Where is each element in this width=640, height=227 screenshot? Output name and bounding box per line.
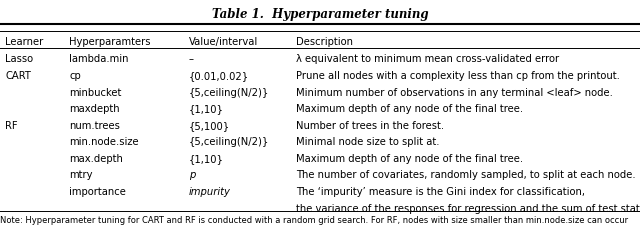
Text: Note: Hyperparameter tuning for CART and RF is conducted with a random grid sear: Note: Hyperparameter tuning for CART and… <box>0 216 628 225</box>
Text: –: – <box>189 54 194 64</box>
Text: CART: CART <box>5 71 31 81</box>
Text: maxdepth: maxdepth <box>69 104 120 114</box>
Text: Description: Description <box>296 37 353 47</box>
Text: Lasso: Lasso <box>5 54 33 64</box>
Text: λ equivalent to minimum mean cross-validated error: λ equivalent to minimum mean cross-valid… <box>296 54 559 64</box>
Text: Minimum number of observations in any terminal <leaf> node.: Minimum number of observations in any te… <box>296 88 613 98</box>
Text: impurity: impurity <box>189 187 230 197</box>
Text: p: p <box>189 170 195 180</box>
Text: Minimal node size to split at.: Minimal node size to split at. <box>296 137 440 147</box>
Text: The ‘impurity’ measure is the Gini index for classification,: The ‘impurity’ measure is the Gini index… <box>296 187 586 197</box>
Text: {5,100}: {5,100} <box>189 121 230 131</box>
Text: the variance of the responses for regression and the sum of test statistics.: the variance of the responses for regres… <box>296 204 640 214</box>
Text: mtry: mtry <box>69 170 93 180</box>
Text: max.depth: max.depth <box>69 154 123 164</box>
Text: {5,ceiling(N/2)}: {5,ceiling(N/2)} <box>189 137 269 147</box>
Text: min.node.size: min.node.size <box>69 137 139 147</box>
Text: {0.01,0.02}: {0.01,0.02} <box>189 71 249 81</box>
Text: {1,10}: {1,10} <box>189 154 224 164</box>
Text: Prune all nodes with a complexity less than cp from the printout.: Prune all nodes with a complexity less t… <box>296 71 620 81</box>
Text: Number of trees in the forest.: Number of trees in the forest. <box>296 121 444 131</box>
Text: minbucket: minbucket <box>69 88 122 98</box>
Text: The number of covariates, randomly sampled, to split at each node.: The number of covariates, randomly sampl… <box>296 170 636 180</box>
Text: lambda.min: lambda.min <box>69 54 129 64</box>
Text: Table 1.  Hyperparameter tuning: Table 1. Hyperparameter tuning <box>212 8 428 21</box>
Text: Maximum depth of any node of the final tree.: Maximum depth of any node of the final t… <box>296 154 524 164</box>
Text: importance: importance <box>69 187 126 197</box>
Text: RF: RF <box>5 121 18 131</box>
Text: Maximum depth of any node of the final tree.: Maximum depth of any node of the final t… <box>296 104 524 114</box>
Text: Hyperparamters: Hyperparamters <box>69 37 150 47</box>
Text: Value/interval: Value/interval <box>189 37 258 47</box>
Text: num.trees: num.trees <box>69 121 120 131</box>
Text: {5,ceiling(N/2)}: {5,ceiling(N/2)} <box>189 88 269 98</box>
Text: cp: cp <box>69 71 81 81</box>
Text: {1,10}: {1,10} <box>189 104 224 114</box>
Text: Learner: Learner <box>5 37 44 47</box>
